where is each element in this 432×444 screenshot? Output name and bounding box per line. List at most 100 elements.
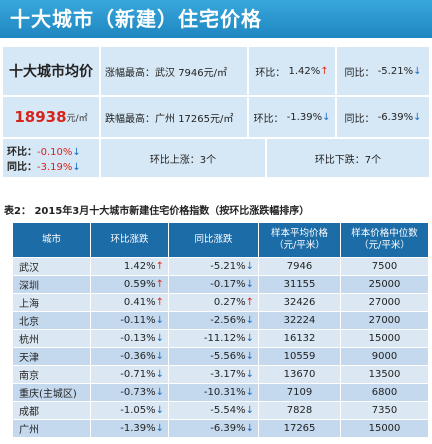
median-price-cell: 7500 xyxy=(340,257,429,276)
lowest-yoy-value: -6.39% xyxy=(377,111,414,123)
mom-down-count: 环比下跌：7个 xyxy=(314,154,382,166)
median-price-cell: 27000 xyxy=(340,311,429,330)
summary-panel: 十大城市均价 18938 元/㎡ 环比：-0.10%↓ 同比：-3.19%↓ 涨幅… xyxy=(2,46,430,178)
city-cell: 重庆(主城区) xyxy=(12,383,91,402)
highest-yoy-cell: 同比： -5.21% ↓ xyxy=(336,46,430,96)
city-cell: 成都 xyxy=(12,401,91,420)
highest-city: 武汉 xyxy=(155,67,175,79)
avg-yoy-label: 同比： xyxy=(7,162,37,173)
mom-cell: -0.73%↓ xyxy=(90,383,169,402)
arrow-down-icon: ↓ xyxy=(155,423,164,434)
highest-price: 7946元/㎡ xyxy=(178,67,228,79)
table-row: 成都 -1.05%↓ -5.54%↓ 7828 7350 xyxy=(12,401,429,420)
avg-price-cell: 7828 xyxy=(258,401,341,420)
mom-cell: 0.59%↑ xyxy=(90,275,169,294)
median-price-cell: 25000 xyxy=(340,275,429,294)
avg-price-cell: 16132 xyxy=(258,329,341,348)
mom-up-cell: 环比上涨：3个 xyxy=(100,138,266,178)
yoy-cell: -5.54%↓ xyxy=(168,401,259,420)
median-price-cell: 13500 xyxy=(340,365,429,384)
arrow-up-icon: ↑ xyxy=(155,279,164,290)
header-mom: 环比涨跌 xyxy=(90,222,169,258)
arrow-up-icon: ↑ xyxy=(155,261,164,272)
arrow-down-icon: ↓ xyxy=(155,315,164,326)
mom-cell: -1.05%↓ xyxy=(90,401,169,420)
arrow-down-icon: ↓ xyxy=(155,351,164,362)
yoy-cell: -3.17%↓ xyxy=(168,365,259,384)
highest-mom-cell: 环比： 1.42% ↑ xyxy=(248,46,336,96)
avg-value-cell: 18938 元/㎡ xyxy=(2,96,100,138)
lowest-city: 广州 xyxy=(155,113,175,125)
avg-yoy-value: -3.19% xyxy=(37,162,73,173)
lowest-mom-label: 环比： xyxy=(253,113,284,125)
median-price-cell: 9000 xyxy=(340,347,429,366)
yoy-cell: -11.12%↓ xyxy=(168,329,259,348)
avg-change-cell: 环比：-0.10%↓ 同比：-3.19%↓ xyxy=(2,138,100,178)
highest-label: 涨幅最高： xyxy=(105,67,155,79)
city-cell: 上海 xyxy=(12,293,91,312)
lowest-mom-arrow: ↓ xyxy=(322,111,331,123)
highest-mom-value: 1.42% xyxy=(288,65,321,77)
avg-price-cell: 17265 xyxy=(258,419,341,438)
arrow-down-icon: ↓ xyxy=(245,405,254,416)
header-city: 城市 xyxy=(12,222,91,258)
avg-price-cell: 32224 xyxy=(258,311,341,330)
mom-cell: 1.42%↑ xyxy=(90,257,169,276)
avg-price-cell: 7109 xyxy=(258,383,341,402)
header-median-price: 样本价格中位数 （元/平米） xyxy=(340,222,429,258)
lowest-yoy-label: 同比： xyxy=(344,113,375,125)
page-banner: 十大城市（新建）住宅价格 xyxy=(0,0,432,38)
avg-mom-arrow: ↓ xyxy=(72,147,81,158)
avg-price-cell: 10559 xyxy=(258,347,341,366)
lowest-city-cell: 跌幅最高： 广州 17265元/㎡ xyxy=(100,96,248,138)
price-index-table: 城市 环比涨跌 同比涨跌 样本平均价格 （元/平米） 样本价格中位数 （元/平米） … xyxy=(12,222,429,438)
highest-city-cell: 涨幅最高： 武汉 7946元/㎡ xyxy=(100,46,248,96)
arrow-down-icon: ↓ xyxy=(245,261,254,272)
avg-unit: 元/㎡ xyxy=(66,113,88,124)
mom-cell: -0.13%↓ xyxy=(90,329,169,348)
city-cell: 杭州 xyxy=(12,329,91,348)
header-avg-price: 样本平均价格 （元/平米） xyxy=(258,222,341,258)
yoy-cell: -2.56%↓ xyxy=(168,311,259,330)
mom-up-count: 环比上涨：3个 xyxy=(149,154,217,166)
mom-cell: 0.41%↑ xyxy=(90,293,169,312)
avg-mom-label: 环比： xyxy=(7,147,37,158)
median-price-cell: 7350 xyxy=(340,401,429,420)
lowest-price: 17265元/㎡ xyxy=(178,113,234,125)
avg-label-cell: 十大城市均价 xyxy=(2,46,100,96)
avg-yoy-arrow: ↓ xyxy=(72,162,81,173)
highest-mom-arrow: ↑ xyxy=(320,65,329,77)
mom-cell: -0.71%↓ xyxy=(90,365,169,384)
highest-yoy-arrow: ↓ xyxy=(413,65,422,77)
table-row: 杭州 -0.13%↓ -11.12%↓ 16132 15000 xyxy=(12,329,429,348)
city-cell: 天津 xyxy=(12,347,91,366)
mom-down-cell: 环比下跌：7个 xyxy=(266,138,430,178)
median-price-cell: 27000 xyxy=(340,293,429,312)
avg-price-cell: 7946 xyxy=(258,257,341,276)
arrow-up-icon: ↑ xyxy=(155,297,164,308)
highest-mom-label: 环比： xyxy=(255,67,286,79)
table-header-row: 城市 环比涨跌 同比涨跌 样本平均价格 （元/平米） 样本价格中位数 （元/平米） xyxy=(12,222,429,258)
city-cell: 南京 xyxy=(12,365,91,384)
avg-price-cell: 31155 xyxy=(258,275,341,294)
city-cell: 武汉 xyxy=(12,257,91,276)
arrow-up-icon: ↑ xyxy=(245,297,254,308)
avg-price-cell: 13670 xyxy=(258,365,341,384)
highest-yoy-label: 同比： xyxy=(344,67,375,79)
city-cell: 广州 xyxy=(12,419,91,438)
banner-title: 十大城市（新建）住宅价格 xyxy=(10,7,262,31)
median-price-cell: 15000 xyxy=(340,419,429,438)
mom-cell: -1.39%↓ xyxy=(90,419,169,438)
lowest-mom-value: -1.39% xyxy=(286,111,323,123)
yoy-cell: -5.21%↓ xyxy=(168,257,259,276)
avg-price-cell: 32426 xyxy=(258,293,341,312)
mom-cell: -0.36%↓ xyxy=(90,347,169,366)
yoy-cell: -10.31%↓ xyxy=(168,383,259,402)
arrow-down-icon: ↓ xyxy=(245,423,254,434)
avg-label: 十大城市均价 xyxy=(9,64,93,80)
table-row: 天津 -0.36%↓ -5.56%↓ 10559 9000 xyxy=(12,347,429,366)
arrow-down-icon: ↓ xyxy=(155,333,164,344)
lowest-mom-cell: 环比： -1.39% ↓ xyxy=(248,96,336,138)
highest-yoy-value: -5.21% xyxy=(377,65,414,77)
table-caption: 表2： 2015年3月十大城市新建住宅价格指数（按环比涨跌幅排序） xyxy=(4,206,310,217)
